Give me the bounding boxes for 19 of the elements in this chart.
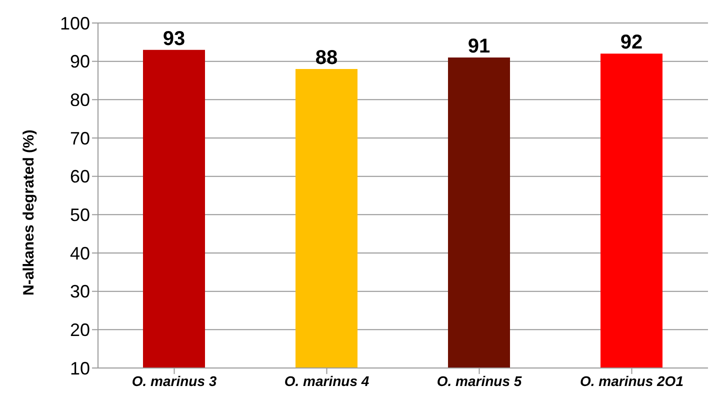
y-tick-label: 10 xyxy=(70,358,90,378)
y-tick-label: 30 xyxy=(70,282,90,302)
y-tick-label: 60 xyxy=(70,166,90,187)
y-tick-label: 80 xyxy=(70,90,90,110)
x-tick-label: O. marinus 2O1 xyxy=(580,372,684,389)
data-label: 88 xyxy=(315,47,338,69)
y-tick-label: 90 xyxy=(70,52,90,72)
y-tick-label: 20 xyxy=(70,320,90,340)
data-label: 91 xyxy=(468,36,490,58)
data-label: 93 xyxy=(162,28,186,50)
y-tick-label: 100 xyxy=(60,13,90,34)
x-tick-label: O. marinus 4 xyxy=(284,372,370,389)
x-tick-label: O. marinus 3 xyxy=(132,372,217,389)
data-label: 92 xyxy=(620,32,643,54)
y-tick-label: 70 xyxy=(70,128,90,148)
y-axis-title: N-alkanes degrated (%) xyxy=(20,130,38,296)
y-tick-label: 50 xyxy=(70,205,90,226)
y-tick-label: 40 xyxy=(70,243,90,264)
x-tick-label: O. marinus 5 xyxy=(436,372,522,389)
